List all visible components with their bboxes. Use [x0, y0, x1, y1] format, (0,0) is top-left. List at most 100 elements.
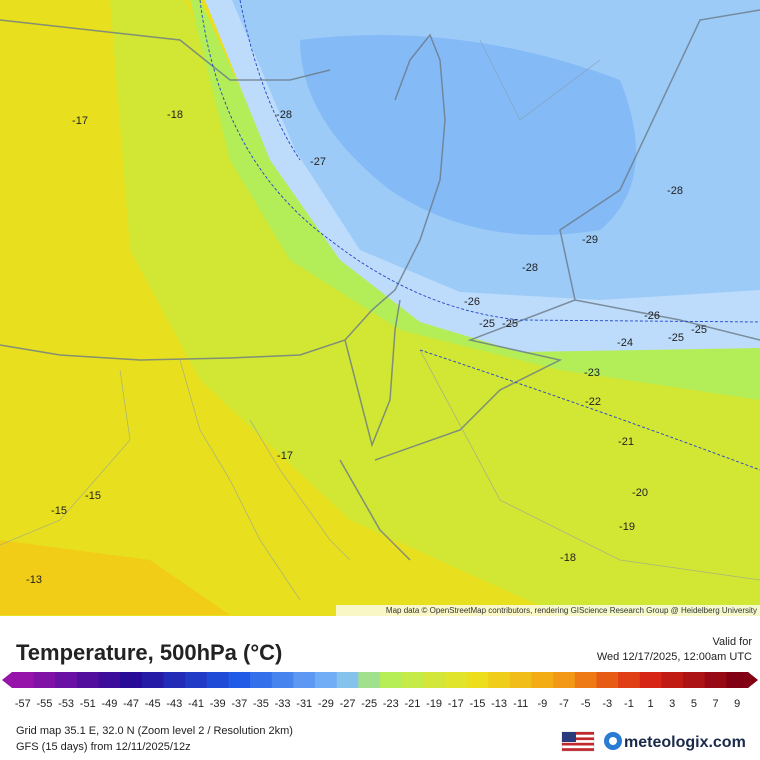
- colorbar-cell: [141, 672, 165, 688]
- title: Temperature, 500hPa (°C): [16, 640, 282, 665]
- colorbar-cell: [380, 672, 403, 688]
- flag: [561, 731, 595, 752]
- colorbar-label: -29: [318, 698, 334, 710]
- colorbar-label: -19: [426, 698, 442, 710]
- colorbar-cell: [12, 672, 35, 688]
- colorbar-label: -49: [101, 698, 117, 710]
- grid-info: Grid map 35.1 E, 32.0 N (Zoom level 2 / …: [16, 725, 293, 737]
- colorbar-cell: [683, 672, 706, 688]
- contour-label: -29: [582, 234, 598, 246]
- colorbar-label: -43: [166, 698, 182, 710]
- colorbar-cell: [553, 672, 576, 688]
- colorbar-cell: [33, 672, 56, 688]
- colorbar-cell: [120, 672, 143, 688]
- colorbar-cell: [618, 672, 641, 688]
- colorbar-label: -47: [123, 698, 139, 710]
- valid-label: Valid for: [712, 636, 752, 648]
- colorbar-label: -13: [491, 698, 507, 710]
- contour-label: -13: [26, 574, 42, 586]
- colorbar-label: -21: [405, 698, 421, 710]
- colorbar-cell: [271, 672, 294, 688]
- colorbar-cell: [466, 672, 489, 688]
- colorbar-cell: [639, 672, 662, 688]
- colorbar-label: 1: [648, 698, 654, 710]
- colorbar-label: -11: [513, 698, 528, 710]
- contour-label: -18: [167, 109, 183, 121]
- contour-label: -17: [277, 450, 293, 462]
- colorbar-cell: [704, 672, 727, 688]
- colorbar-cell: [574, 672, 597, 688]
- contour-label: -28: [667, 185, 683, 197]
- colorbar-arrow-left: [2, 672, 12, 688]
- brand[interactable]: meteologix.com: [624, 734, 746, 751]
- colorbar-label: -25: [361, 698, 377, 710]
- colorbar-cell: [336, 672, 359, 688]
- colorbar-label: -45: [145, 698, 161, 710]
- contour-label: -22: [585, 396, 601, 408]
- colorbar-label: -3: [602, 698, 612, 710]
- contour-label: -21: [618, 436, 634, 448]
- colorbar-label: -35: [253, 698, 269, 710]
- colorbar-cell: [531, 672, 554, 688]
- colorbar-cell: [293, 672, 316, 688]
- contour-label: -19: [619, 521, 635, 533]
- colorbar-label: -7: [559, 698, 569, 710]
- contour-label: -25: [668, 332, 684, 344]
- colorbar: -57 -55 -53 -51 -49 -47 -45 -43 -41 -39 -37 -35 -33-…: [2, 672, 758, 710]
- colorbar-label: -39: [210, 698, 226, 710]
- contour-label: -25: [502, 318, 518, 330]
- colorbar-label: -41: [188, 698, 204, 710]
- colorbar-label: -1: [624, 698, 634, 710]
- colorbar-cell: [661, 672, 684, 688]
- colorbar-arrow-right: [748, 672, 758, 688]
- colorbar-label: -23: [383, 698, 399, 710]
- colorbar-cell: [55, 672, 78, 688]
- colorbar-label: -57: [15, 698, 31, 710]
- colorbar-label: -51: [80, 698, 96, 710]
- model-info: GFS (15 days) from 12/11/2025/12z: [16, 741, 191, 753]
- colorbar-label: 5: [691, 698, 697, 710]
- colorbar-cell: [423, 672, 446, 688]
- contour-label: -25: [691, 324, 707, 336]
- colorbar-cell: [163, 672, 186, 688]
- colorbar-cell: [596, 672, 619, 688]
- colorbar-label: -31: [296, 698, 312, 710]
- contour-label: -26: [464, 296, 480, 308]
- contour-label: -18: [560, 552, 576, 564]
- colorbar-label: -9: [537, 698, 547, 710]
- colorbar-label: 7: [712, 698, 718, 710]
- colorbar-cell: [250, 672, 273, 688]
- colorbar-label: -53: [58, 698, 74, 710]
- colorbar-cell: [315, 672, 338, 688]
- colorbar-cell: [76, 672, 100, 688]
- colorbar-label: -55: [37, 698, 53, 710]
- colorbar-cell: [444, 672, 468, 688]
- colorbar-cell: [185, 672, 208, 688]
- attribution: Map data © OpenStreetMap contributors, r…: [386, 606, 757, 615]
- colorbar-label: 3: [669, 698, 675, 710]
- colorbar-label: -33: [275, 698, 291, 710]
- contour-label: -27: [310, 156, 326, 168]
- contour-label: -15: [51, 505, 67, 517]
- colorbar-label: -17: [448, 698, 464, 710]
- colorbar-label: 9: [734, 698, 740, 710]
- colorbar-cell: [488, 672, 511, 688]
- colorbar-label: -37: [231, 698, 247, 710]
- colorbar-label: -15: [469, 698, 485, 710]
- contour-label: -20: [632, 487, 648, 499]
- colorbar-cell: [726, 672, 749, 688]
- contour-label: -28: [522, 262, 538, 274]
- colorbar-cell: [509, 672, 533, 688]
- colorbar-cell: [206, 672, 229, 688]
- colorbar-label: -27: [340, 698, 356, 710]
- contour-label: -25: [479, 318, 495, 330]
- colorbar-cell: [358, 672, 381, 688]
- colorbar-cell: [98, 672, 121, 688]
- contour-label: -17: [72, 115, 88, 127]
- colorbar-cell: [401, 672, 424, 688]
- contour-label: -28: [276, 109, 292, 121]
- valid-time: Wed 12/17/2025, 12:00am UTC: [597, 651, 752, 663]
- contour-label: -15: [85, 490, 101, 502]
